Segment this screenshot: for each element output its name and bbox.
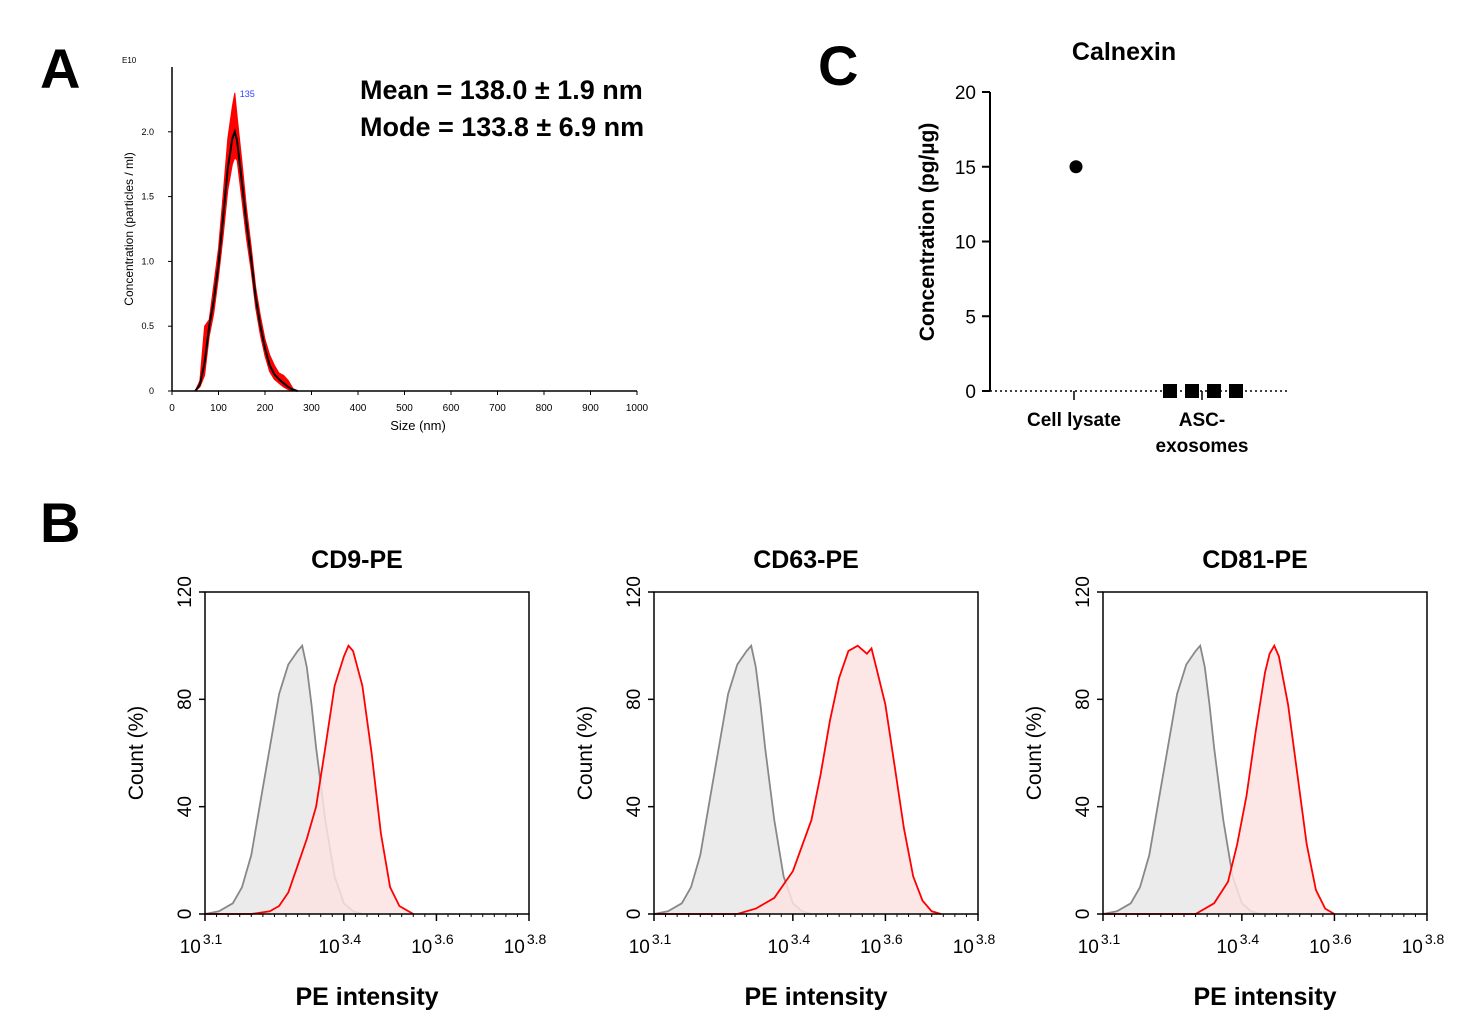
chart-b3-y-tick-label: 120 xyxy=(1073,576,1094,608)
chart-a-x-label: Size (nm) xyxy=(390,418,446,433)
chart-b2-line-marker xyxy=(654,644,942,915)
chart-c-y-tick-label: 0 xyxy=(965,382,976,403)
chart-b2-x-tick-label: 10 3.4 xyxy=(768,931,811,958)
chart-c-y-tick-label: 15 xyxy=(955,158,976,179)
chart-a-x-tick-label: 600 xyxy=(443,403,460,414)
chart-a-x-tick-label: 1000 xyxy=(626,403,649,414)
chart-b3-x-tick-label: 10 3.4 xyxy=(1217,931,1260,958)
chart-b3-x-tick-label: 10 3.8 xyxy=(1402,931,1445,958)
chart-b3-y-tick-label: 40 xyxy=(1073,796,1094,817)
chart-a-peak-label: 135 xyxy=(240,89,255,99)
chart-b3-title: CD81-PE xyxy=(1202,546,1308,574)
chart-c-point-cell-lysate xyxy=(1069,160,1083,174)
chart-b1-y-tick-label: 80 xyxy=(175,689,196,710)
chart-c-x-tick-label: exosomes xyxy=(1156,436,1249,457)
chart-b2-y-tick-label: 40 xyxy=(624,796,645,817)
chart-b3-fill-control xyxy=(1103,645,1261,914)
chart-b-cd63: CD63-PE 0 40 80 120 10 3.1 10 3.4 10 3.6 10 3.8 PE in… xyxy=(574,546,996,1011)
chart-b2-y-tick-label: 80 xyxy=(624,689,645,710)
chart-b1-y-tick-label: 120 xyxy=(175,576,196,608)
chart-b3-y-tick-label: 80 xyxy=(1073,689,1094,710)
chart-b1-line-marker xyxy=(205,644,414,915)
chart-c-calnexin: Calnexin 0 5 10 15 20 Cell lysate ASC-exosome… xyxy=(916,38,1290,457)
chart-b3-x-tick-label: 10 3.1 xyxy=(1078,931,1121,958)
chart-a-y-tick-label: 1.5 xyxy=(141,192,154,202)
chart-b1-x-tick-label: 10 3.8 xyxy=(504,931,547,958)
chart-b3-x-label: PE intensity xyxy=(1193,983,1336,1011)
chart-a-x-tick-label: 500 xyxy=(396,403,413,414)
chart-a-annotation-mean: Mean = 138.0 ± 1.9 nm xyxy=(360,75,643,105)
chart-a-y-label: Concentration (particles / ml) xyxy=(122,152,136,305)
chart-c-y-tick-label: 10 xyxy=(955,233,976,254)
chart-a-annotation-mode: Mode = 133.8 ± 6.9 nm xyxy=(360,112,644,142)
panel-label-b: B xyxy=(40,491,80,554)
chart-b2-y-tick-label: 120 xyxy=(624,576,645,608)
chart-a-x-tick-label: 0 xyxy=(169,403,175,414)
chart-b1-title: CD9-PE xyxy=(311,546,403,574)
chart-b3-fill-marker xyxy=(1103,645,1335,914)
chart-b1-y-tick-label: 0 xyxy=(175,909,196,920)
chart-b1-x-tick-label: 10 3.4 xyxy=(319,931,362,958)
chart-a-y-tick-label: 0 xyxy=(149,386,154,396)
chart-c-x-tick-label: ASC- xyxy=(1179,410,1225,431)
chart-b-cd9: CD9-PE 0 40 80 120 10 3.1 10 3.4 10 3.6 10 3.8 PE int… xyxy=(125,546,547,1011)
chart-a-mean-line xyxy=(194,128,298,392)
chart-b3-x-tick-label: 10 3.6 xyxy=(1309,931,1352,958)
chart-b-cd81: CD81-PE 0 40 80 120 10 3.1 10 3.4 10 3.6 10 3.8 PE in… xyxy=(1023,546,1445,1011)
chart-b2-x-tick-label: 10 3.8 xyxy=(953,931,996,958)
chart-c-point-asc-exosomes xyxy=(1185,384,1199,398)
chart-b1-x-label: PE intensity xyxy=(295,983,438,1011)
chart-c-point-asc-exosomes xyxy=(1163,384,1177,398)
chart-a-x-tick-label: 300 xyxy=(303,403,320,414)
chart-c-point-asc-exosomes xyxy=(1207,384,1221,398)
chart-b1-y-tick-label: 40 xyxy=(175,796,196,817)
chart-a-x-tick-label: 200 xyxy=(257,403,274,414)
chart-b2-x-tick-label: 10 3.6 xyxy=(860,931,903,958)
chart-a-y-tick-label: 0.5 xyxy=(141,321,154,331)
chart-c-y-tick-label: 5 xyxy=(965,307,976,328)
chart-b2-line-control xyxy=(653,643,812,915)
chart-b2-y-label: Count (%) xyxy=(574,706,597,801)
chart-c-y-label: Concentration (pg/µg) xyxy=(916,123,939,342)
chart-a-y-multiplier: E10 xyxy=(122,56,137,65)
panel-label-a: A xyxy=(40,37,80,100)
chart-c-y-tick-label: 20 xyxy=(955,83,976,104)
chart-b2-title: CD63-PE xyxy=(753,546,859,574)
chart-b1-x-tick-label: 10 3.6 xyxy=(411,931,454,958)
chart-c-point-asc-exosomes xyxy=(1229,384,1243,398)
chart-b2-fill-control xyxy=(654,645,812,914)
chart-a-x-tick-label: 100 xyxy=(210,403,227,414)
chart-b2-fill-marker xyxy=(654,645,941,914)
panel-label-c: C xyxy=(818,34,858,97)
chart-b2-x-tick-label: 10 3.1 xyxy=(629,931,672,958)
chart-b3-y-tick-label: 0 xyxy=(1073,909,1094,920)
chart-b1-y-label: Count (%) xyxy=(125,706,148,801)
chart-b2-x-label: PE intensity xyxy=(744,983,887,1011)
chart-a-x-tick-label: 900 xyxy=(582,403,599,414)
chart-c-x-tick-label: Cell lysate xyxy=(1027,410,1121,431)
chart-b2-y-tick-label: 0 xyxy=(624,909,645,920)
chart-c-title: Calnexin xyxy=(1072,38,1176,66)
chart-b1-fill-marker xyxy=(205,645,414,914)
chart-a-error-band xyxy=(194,92,298,392)
chart-a-x-tick-label: 800 xyxy=(536,403,553,414)
chart-a-y-tick-label: 2.0 xyxy=(141,127,154,137)
chart-b3-y-label: Count (%) xyxy=(1023,706,1046,801)
chart-a-y-tick-label: 1.0 xyxy=(141,256,154,266)
chart-a-size-distribution: 0 100 200 300 400 500 600 700 800 900 1000 0 0.5 1.0… xyxy=(122,56,649,433)
chart-b3-line-marker xyxy=(1103,643,1335,915)
chart-a-x-tick-label: 400 xyxy=(350,403,367,414)
chart-b1-x-tick-label: 10 3.1 xyxy=(180,931,223,958)
chart-a-x-tick-label: 700 xyxy=(489,403,506,414)
